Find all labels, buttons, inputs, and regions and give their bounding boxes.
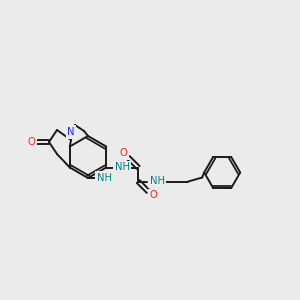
Text: N: N — [67, 127, 75, 137]
Text: O: O — [149, 190, 157, 200]
Text: NH: NH — [150, 176, 165, 187]
Text: O: O — [119, 148, 127, 158]
Text: NH: NH — [97, 173, 112, 183]
Text: NH: NH — [115, 163, 130, 172]
Text: O: O — [27, 137, 35, 147]
